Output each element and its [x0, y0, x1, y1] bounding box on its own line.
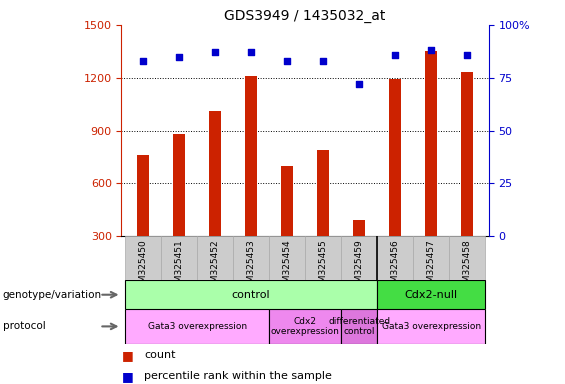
Text: percentile rank within the sample: percentile rank within the sample: [144, 371, 332, 381]
Text: control: control: [232, 290, 271, 300]
Point: [246, 50, 255, 56]
Text: GSM325454: GSM325454: [282, 240, 292, 294]
Bar: [353, 220, 366, 289]
Text: GSM325452: GSM325452: [211, 240, 220, 294]
Bar: [269, 236, 305, 280]
Bar: [269, 309, 341, 344]
Bar: [125, 280, 377, 309]
Text: GSM325457: GSM325457: [427, 240, 436, 295]
Point: [355, 81, 364, 87]
Bar: [233, 236, 269, 280]
Text: protocol: protocol: [3, 321, 46, 331]
Text: Cdx2-null: Cdx2-null: [405, 290, 458, 300]
Point: [175, 53, 184, 60]
Title: GDS3949 / 1435032_at: GDS3949 / 1435032_at: [224, 8, 386, 23]
Text: GSM325458: GSM325458: [463, 240, 472, 295]
Text: GSM325453: GSM325453: [246, 240, 255, 295]
Bar: [449, 236, 485, 280]
Text: GSM325451: GSM325451: [175, 240, 184, 295]
Text: GSM325459: GSM325459: [355, 240, 364, 295]
Bar: [137, 155, 149, 289]
Text: GSM325450: GSM325450: [138, 240, 147, 295]
Point: [282, 58, 292, 64]
Bar: [281, 166, 293, 289]
Text: differentiated
control: differentiated control: [328, 317, 390, 336]
Text: genotype/variation: genotype/variation: [3, 290, 102, 300]
Text: Gata3 overexpression: Gata3 overexpression: [381, 322, 481, 331]
Bar: [245, 76, 258, 289]
Text: Cdx2
overexpression: Cdx2 overexpression: [271, 317, 340, 336]
Text: ■: ■: [121, 370, 133, 383]
Point: [427, 47, 436, 53]
Bar: [125, 236, 161, 280]
Bar: [425, 51, 437, 289]
Bar: [125, 309, 269, 344]
Bar: [377, 309, 485, 344]
Text: count: count: [144, 350, 176, 360]
Bar: [461, 73, 473, 289]
Bar: [377, 280, 485, 309]
Bar: [413, 236, 449, 280]
Bar: [377, 236, 413, 280]
Bar: [197, 236, 233, 280]
Bar: [341, 309, 377, 344]
Bar: [161, 236, 197, 280]
Point: [211, 50, 220, 56]
Text: Gata3 overexpression: Gata3 overexpression: [147, 322, 247, 331]
Text: GSM325456: GSM325456: [390, 240, 399, 295]
Bar: [209, 111, 221, 289]
Bar: [341, 236, 377, 280]
Bar: [389, 79, 401, 289]
Bar: [305, 236, 341, 280]
Point: [138, 58, 147, 64]
Point: [390, 51, 399, 58]
Point: [319, 58, 328, 64]
Bar: [173, 134, 185, 289]
Point: [463, 51, 472, 58]
Text: ■: ■: [121, 349, 133, 362]
Text: GSM325455: GSM325455: [319, 240, 328, 295]
Bar: [317, 150, 329, 289]
